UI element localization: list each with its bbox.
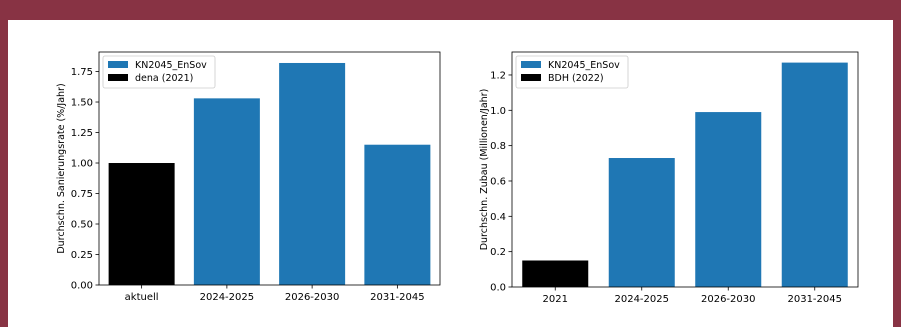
- bar: [108, 163, 175, 285]
- bar: [522, 260, 589, 287]
- y-tick-label: 0.0: [490, 283, 506, 294]
- y-tick-label: 0.25: [71, 250, 93, 261]
- legend-label: BDH (2022): [548, 73, 604, 84]
- legend-label: dena (2021): [135, 73, 193, 84]
- x-tick-label: 2024-2025: [200, 292, 255, 303]
- x-tick-label: 2024-2025: [614, 294, 669, 305]
- chart-2: 0.0 0.2 0.4 0.6 0.8 1.0 1.2 2021 2024-2025 2026-2…: [479, 51, 859, 305]
- plot-frame: [511, 51, 859, 288]
- plot-frame: [98, 51, 441, 286]
- x-tick-label: 2026-2030: [701, 294, 756, 305]
- y-tick-label: 1.2: [490, 70, 506, 81]
- y-axis-label: Durchschn. Sanierungsrate (%/Jahr): [56, 83, 67, 253]
- bar: [193, 98, 260, 285]
- legend-box: [102, 55, 216, 89]
- y-tick-label: 0.75: [71, 189, 93, 200]
- legend-label: KN2045_EnSov: [135, 60, 207, 71]
- y-tick-label: 0.50: [71, 220, 93, 231]
- y-tick-label: 0.8: [490, 141, 506, 152]
- x-tick-label: 2026-2030: [285, 292, 340, 303]
- y-tick-label: 0.4: [490, 212, 506, 223]
- x-tick-label: aktuell: [125, 292, 159, 303]
- y-tick-label: 0.00: [71, 281, 93, 292]
- bar: [608, 158, 675, 287]
- chart-1: 0.00 0.25 0.50 0.75 1.00 1.25 1.50 1.75 aktuell 2…: [56, 51, 441, 303]
- y-tick-label: 0.6: [490, 176, 506, 187]
- y-tick-label: 1.25: [71, 128, 93, 139]
- bar: [364, 144, 431, 285]
- y-tick-label: 1.50: [71, 98, 93, 109]
- legend-swatch: [521, 74, 541, 81]
- bar: [279, 62, 346, 285]
- y-tick-label: 1.00: [71, 159, 93, 170]
- bar: [695, 112, 762, 287]
- y-tick-label: 1.75: [71, 67, 93, 78]
- y-tick-label: 1.0: [490, 106, 506, 117]
- x-tick-label: 2021: [543, 294, 568, 305]
- legend-label: KN2045_EnSov: [548, 60, 620, 71]
- legend-swatch: [521, 61, 541, 68]
- y-axis-label: Durchschn. Zubau (Millionen/Jahr): [479, 89, 490, 251]
- bar: [781, 62, 848, 288]
- x-tick-label: 2031-2045: [370, 292, 425, 303]
- legend-swatch: [108, 74, 128, 81]
- x-tick-label: 2031-2045: [787, 294, 842, 305]
- legend-box: [515, 55, 629, 89]
- legend-swatch: [108, 61, 128, 68]
- y-tick-label: 0.2: [490, 247, 506, 258]
